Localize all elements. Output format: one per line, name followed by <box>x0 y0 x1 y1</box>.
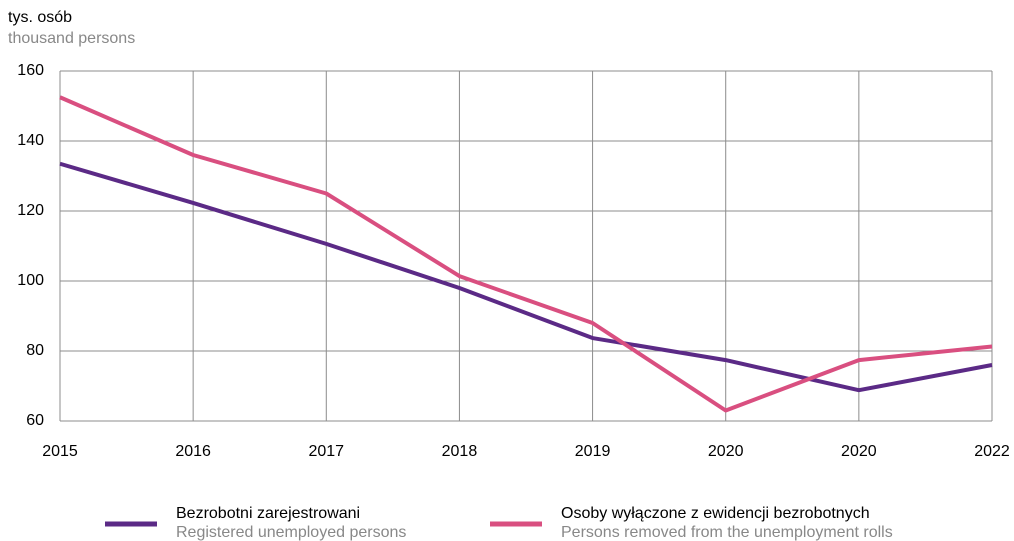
y-axis-label: tys. osób <box>8 9 72 26</box>
x-tick-label: 2019 <box>575 443 611 460</box>
x-tick-label: 2020 <box>841 443 877 460</box>
x-tick-label: 2017 <box>308 443 344 460</box>
legend-label: Bezrobotni zarejestrowani <box>176 505 360 522</box>
y-tick-label: 60 <box>26 412 44 429</box>
x-tick-label: 2020 <box>708 443 744 460</box>
x-tick-label: 2018 <box>442 443 478 460</box>
legend-label-en: Registered unemployed persons <box>176 524 406 541</box>
series-line <box>59 161 993 393</box>
legend-label: Osoby wyłączone z ewidencji bezrobotnych <box>561 505 870 522</box>
legend-label-en: Persons removed from the unemployment ro… <box>561 524 893 541</box>
series-line <box>59 95 993 413</box>
x-tick-label: 2016 <box>175 443 211 460</box>
y-tick-label: 160 <box>17 62 44 79</box>
x-tick-label: 2022 <box>974 443 1010 460</box>
x-tick-label: 2015 <box>42 443 78 460</box>
y-tick-label: 100 <box>17 272 44 289</box>
y-tick-label: 120 <box>17 202 44 219</box>
y-tick-label: 80 <box>26 342 44 359</box>
y-tick-label: 140 <box>17 132 44 149</box>
y-axis-label-en: thousand persons <box>8 30 135 47</box>
